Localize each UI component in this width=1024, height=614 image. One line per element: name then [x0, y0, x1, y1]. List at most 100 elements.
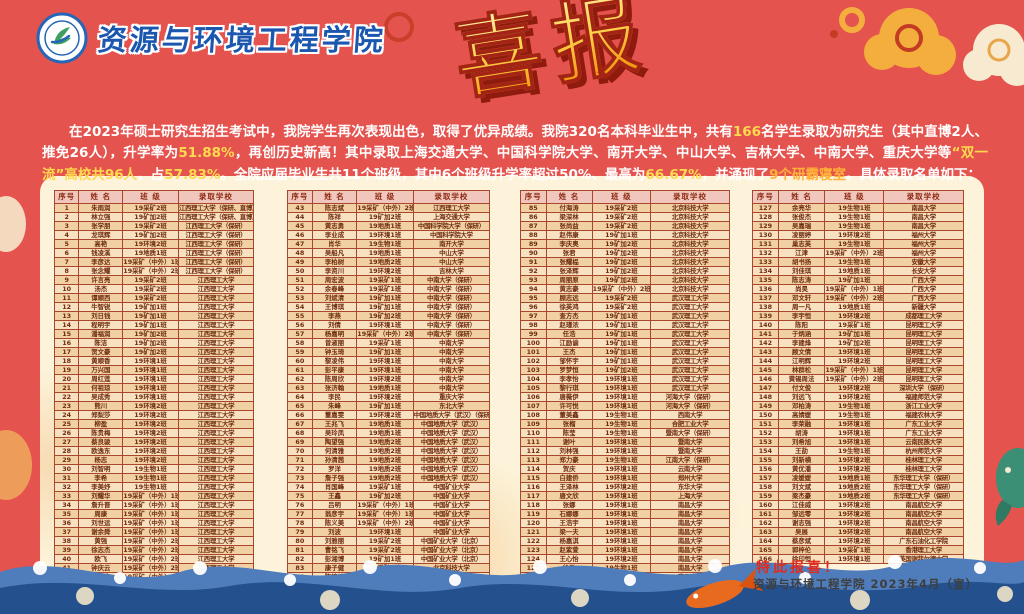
cell-no: 148	[752, 392, 779, 402]
table-row: 10 汤杰 19采矿2班 江西理工大学	[53, 284, 255, 294]
cell-class: 19环境1班	[591, 446, 652, 456]
cell-school: 江西理工大学	[177, 392, 255, 402]
table-row: 145 林群松 19采矿（中外）1班 昆明理工大学	[752, 365, 964, 375]
cell-school: 江西理工大学	[412, 203, 491, 213]
cell-name: 刘世运	[78, 518, 124, 528]
cell-name: 谭顺西	[78, 293, 124, 303]
table-row: 66 董嘉雯 19环境2班 中国地质大学（武汉）（保研）	[287, 410, 491, 420]
cell-class: 19环境2班	[122, 239, 179, 249]
poster-title: 喜报 喜报	[402, 0, 702, 118]
cell-school: 江西理工大学（保研）	[177, 230, 255, 240]
table-row: 95 顾志远 19采矿2班 武汉理工大学	[520, 293, 730, 303]
cell-no: 91	[520, 257, 547, 267]
table-row: 73 詹子强 19地质2班 中国地质大学（武汉）	[287, 473, 491, 483]
table-row: 50 李资川 19环境2班 吉林大学	[287, 266, 491, 276]
cell-name: 郑梨莎	[78, 410, 124, 420]
cell-name: 王泽林	[545, 482, 593, 492]
cell-class: 19生物1班	[122, 482, 179, 492]
cell-school: 广西大学	[883, 275, 964, 285]
cell-class: 19矿加2班	[591, 239, 652, 249]
cell-name: 黄锡周法	[777, 374, 826, 384]
cell-no: 15	[53, 329, 80, 339]
cell-no: 147	[752, 383, 779, 393]
cell-no: 59	[287, 347, 313, 357]
table-row: 113 郑力豪 19生物1班 江南大学（保研）	[520, 455, 730, 465]
cell-school: 中南大学	[412, 374, 491, 384]
column-header: 姓 名	[78, 190, 124, 204]
cell-no: 86	[520, 212, 547, 222]
cell-no: 63	[287, 383, 313, 393]
cell-name: 汤杰	[78, 284, 124, 294]
cell-class: 19采矿（中外）1班	[122, 527, 179, 537]
footer-signature: 资源与环境工程学院 2023年4月（宣）	[752, 577, 978, 591]
table-row: 160 江佳威 19环境2班 南昌航空大学	[752, 500, 964, 510]
cell-class: 19环境1班	[824, 437, 885, 447]
cell-class: 19矿加1班	[591, 347, 652, 357]
cell-class: 19生物1班	[591, 419, 652, 429]
cell-school: 中国矿业大学	[412, 509, 491, 519]
cell-name: 黄优潘	[777, 464, 826, 474]
intro-segment: 66.67%	[645, 166, 702, 183]
cell-name: 付文俊	[777, 383, 826, 393]
cell-class: 19矿加1班	[122, 311, 179, 321]
cell-no: 132	[752, 248, 779, 258]
table-row: 30 刘智明 19生物1班 江西理工大学	[53, 464, 255, 474]
cell-school: 武汉理工大学	[650, 383, 730, 393]
cell-no: 162	[752, 518, 779, 528]
cloud-decoration-left	[0, 196, 26, 252]
table-row: 146 黄锡周法 19采矿（中外）2班 昆明理工大学	[752, 374, 964, 384]
cell-name: 胡涛	[777, 428, 826, 438]
cell-name: 陈周欣	[311, 374, 358, 384]
cell-school: 南昌航空大学	[883, 518, 964, 528]
cell-no: 70	[287, 446, 313, 456]
table-row: 7 李彦达 19采矿（中外）1班 江西理工大学（保研）	[53, 257, 255, 267]
cell-no: 13	[53, 311, 80, 321]
cell-no: 16	[53, 338, 80, 348]
cell-no: 102	[520, 356, 547, 366]
cell-name: 钱凌溪	[78, 248, 124, 258]
cell-class: 19生物1班	[122, 473, 179, 483]
table-row: 144 江明辉 19环境2班 昆明理工大学	[752, 356, 964, 366]
cell-name: 张泽辉	[545, 266, 593, 276]
cell-school: 北京科技大学	[650, 266, 730, 276]
table-row: 9 许言亮 19采矿2班 江西理工大学	[53, 275, 255, 285]
cell-school: 北京科技大学	[650, 230, 730, 240]
table-row: 35 周康 19采矿（中外）1班 江西理工大学	[53, 509, 255, 519]
cell-class: 19环境2班	[824, 518, 885, 528]
intro-segment: 。全院应届毕业生共11个班级，其中6个班级升学率超过50%、最高为	[220, 166, 646, 183]
table-row: 31 李希 19生物1班 江西理工大学	[53, 473, 255, 483]
cell-no: 139	[752, 311, 779, 321]
cell-class: 19环境2班	[122, 437, 179, 447]
cell-name: 邓文轩	[777, 293, 826, 303]
cell-school: 昆明理工大学	[883, 374, 964, 384]
table-header-row: 序号姓 名班 级录取学校	[53, 190, 255, 204]
cell-no: 25	[53, 419, 80, 429]
cell-school: 南昌大学	[650, 509, 730, 519]
table-row: 132 江津 19采矿（中外）2班 福州大学	[752, 248, 964, 258]
cell-name: 王劼	[777, 446, 826, 456]
table-row: 115 白建侨 19环境1班 郑州大学	[520, 473, 730, 483]
table-row: 139 李宇恒 19环境2班 成都理工大学	[752, 311, 964, 321]
cell-class: 19环境1班	[824, 554, 885, 564]
cell-class: 19矿加2班	[591, 365, 652, 375]
cell-school: 江西理工大学	[177, 284, 255, 294]
cell-class: 19矿加1班	[824, 275, 885, 285]
table-row: 162 谢志强 19环境2班 南昌航空大学	[752, 518, 964, 528]
cell-name: 刘希旭	[777, 437, 826, 447]
cell-no: 55	[287, 311, 313, 321]
cell-school: 桂林理工大学	[883, 464, 964, 474]
cell-name: 肖国峰	[311, 482, 358, 492]
cell-class: 19地质1班	[356, 221, 414, 231]
table-row: 131 巢志英 19生物1班 福州大学	[752, 239, 964, 249]
cell-class: 19地质1班	[122, 248, 179, 258]
table-row: 105 黎行琪 19环境1班 武汉理工大学	[520, 383, 730, 393]
cell-no: 12	[53, 302, 80, 312]
cell-class: 19环境1班	[591, 518, 652, 528]
table-row: 118 张娜 19环境1班 南昌大学	[520, 500, 730, 510]
cell-school: 南昌大学	[883, 221, 964, 231]
cell-name: 许言亮	[78, 275, 124, 285]
cell-school: 江西理工大学	[177, 437, 255, 447]
cell-class: 19环境2班	[824, 230, 885, 240]
cell-school: 中山大学	[412, 257, 491, 267]
